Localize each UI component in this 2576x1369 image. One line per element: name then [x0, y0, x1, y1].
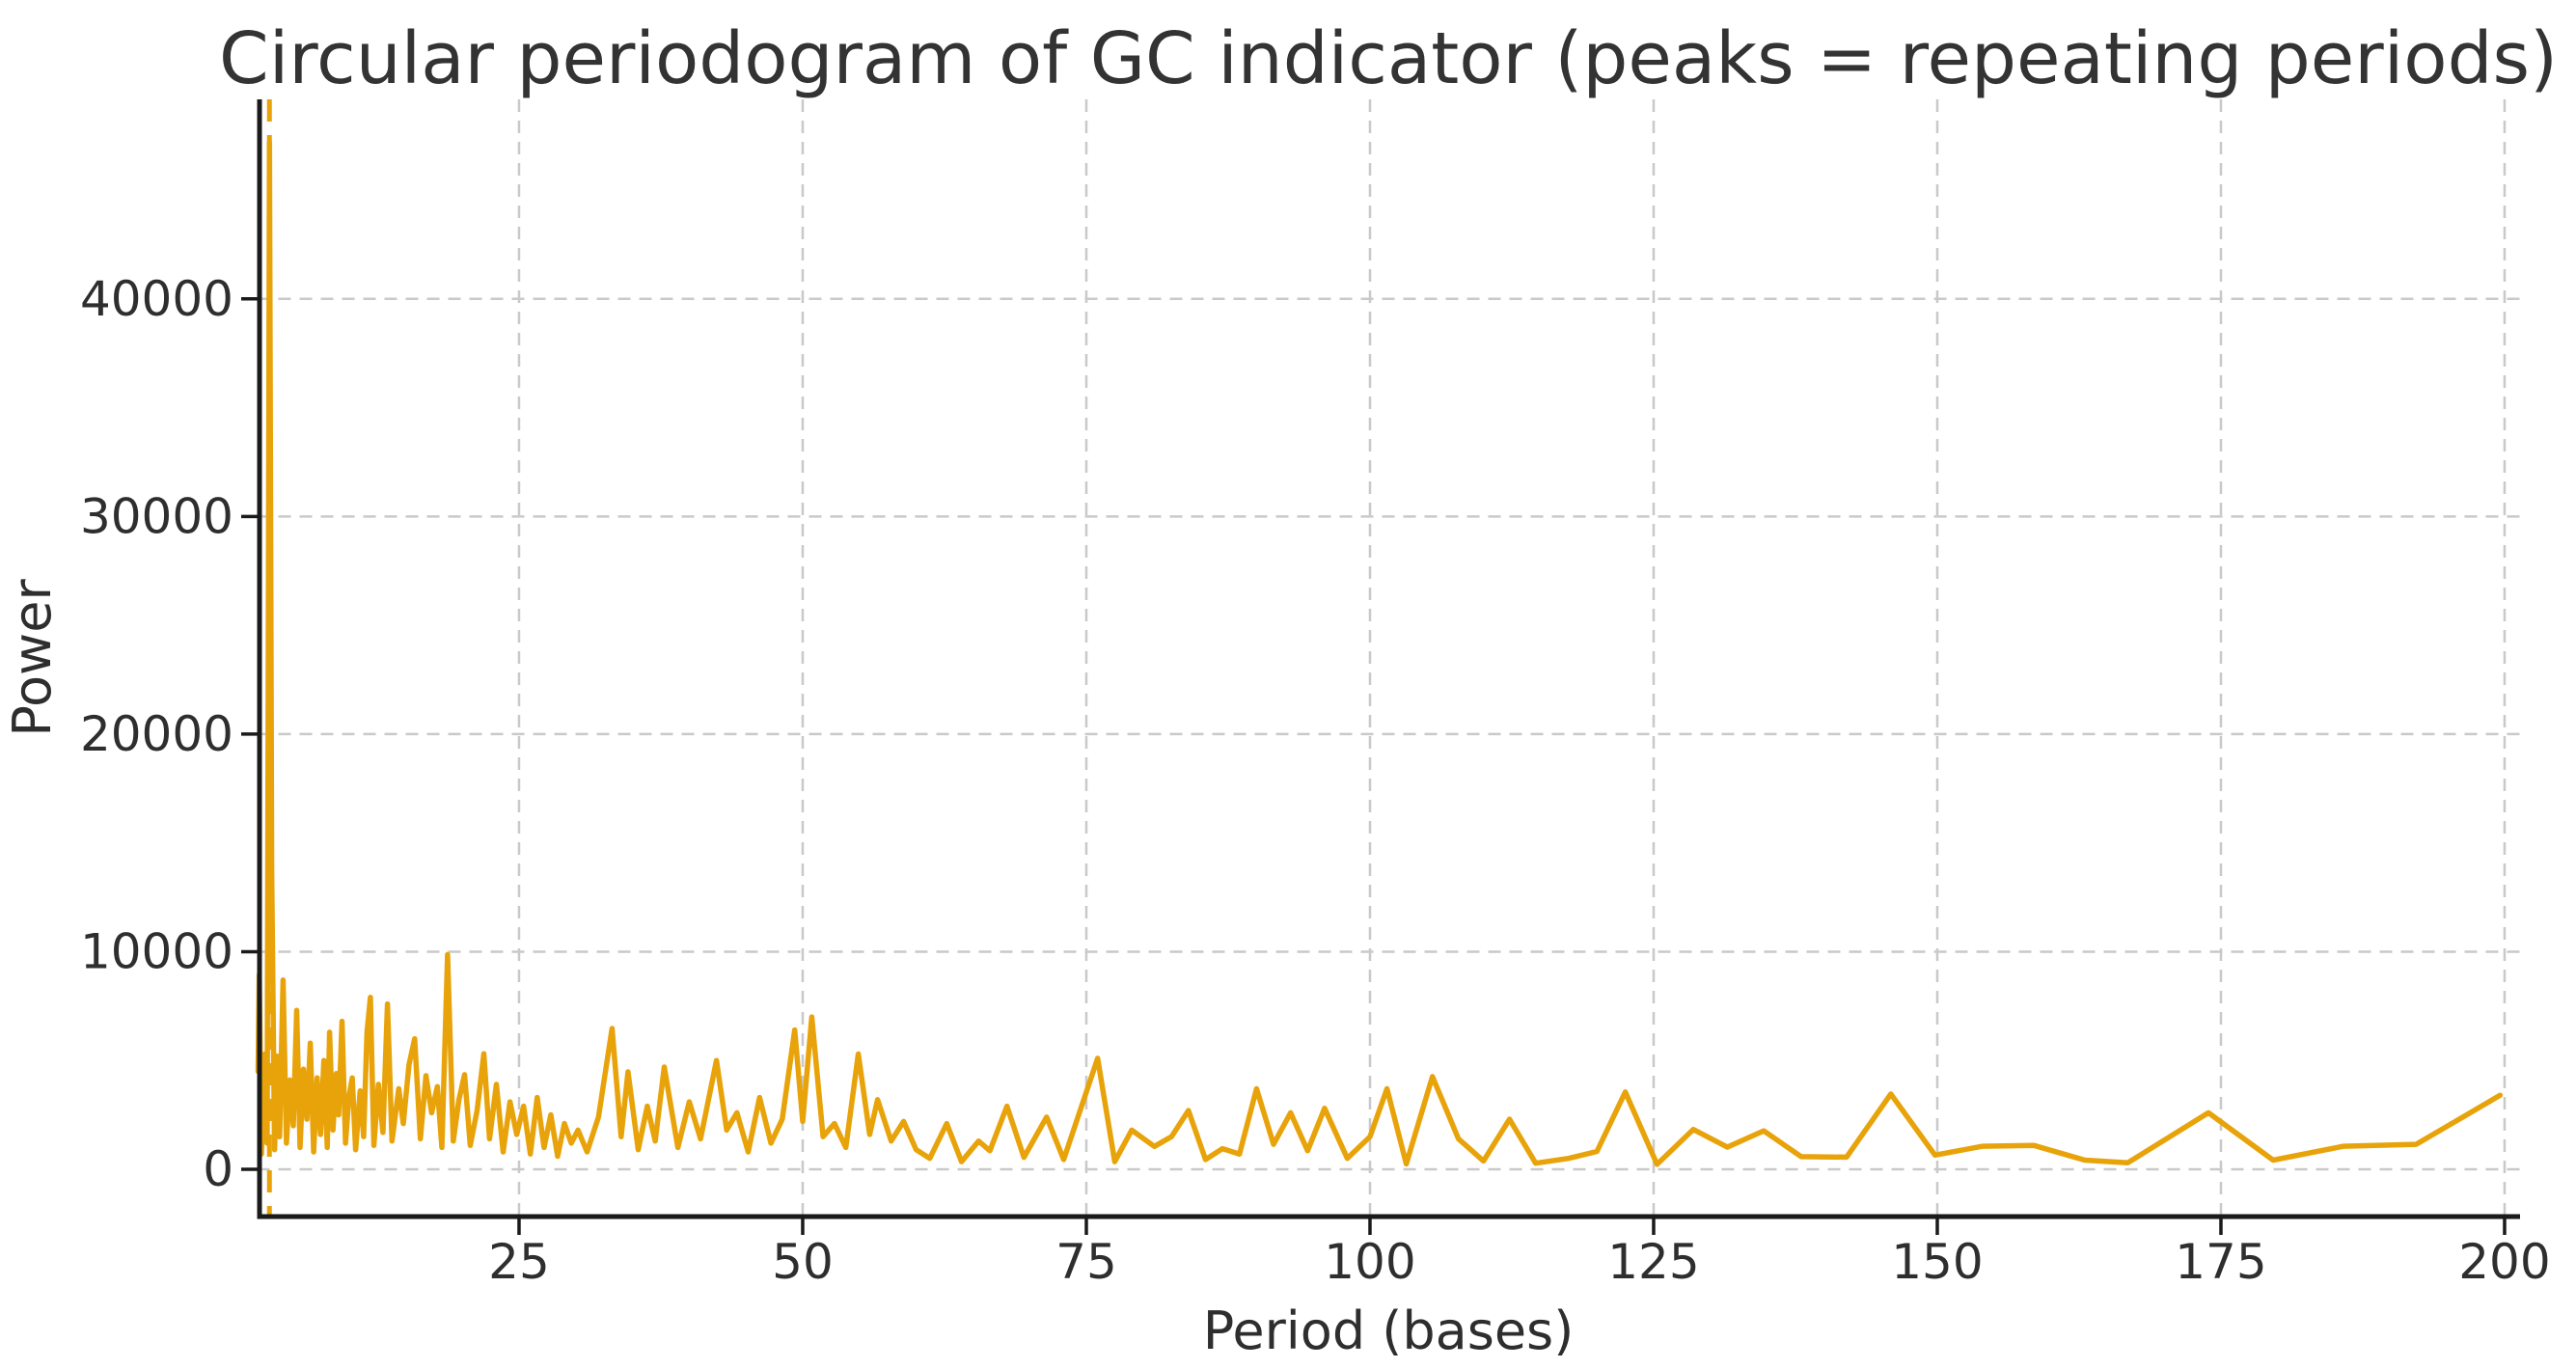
- x-tick-label: 25: [488, 1234, 550, 1290]
- x-tick-marks: [517, 1218, 2507, 1235]
- x-tick-labels: 25 50 75 100 125 150 175 200: [488, 1234, 2551, 1290]
- x-tick-label: 125: [1607, 1234, 1699, 1290]
- grid-vertical-lines: [517, 99, 2507, 1217]
- x-tick-label: 175: [2175, 1234, 2266, 1290]
- y-tick-marks: [241, 297, 258, 1171]
- x-tick-label: 100: [1324, 1234, 1415, 1290]
- x-tick-label: 75: [1055, 1234, 1117, 1290]
- y-tick-labels: 0 10000 20000 30000 40000: [80, 271, 233, 1197]
- x-axis-label: Period (bases): [1203, 1301, 1575, 1361]
- y-tick-label: 10000: [80, 923, 233, 979]
- chart-title: Circular periodogram of GC indicator (pe…: [219, 17, 2558, 100]
- x-tick-label: 200: [2458, 1234, 2550, 1290]
- y-tick-label: 30000: [80, 488, 233, 544]
- y-tick-label: 40000: [80, 271, 233, 327]
- x-tick-label: 150: [1891, 1234, 1983, 1290]
- grid-horizontal-lines: [257, 297, 2520, 1171]
- y-axis-label: Power: [2, 579, 63, 737]
- power-series-line: [255, 139, 2504, 1167]
- y-tick-label: 0: [203, 1141, 233, 1197]
- x-tick-label: 50: [772, 1234, 834, 1290]
- y-tick-label: 20000: [80, 706, 233, 762]
